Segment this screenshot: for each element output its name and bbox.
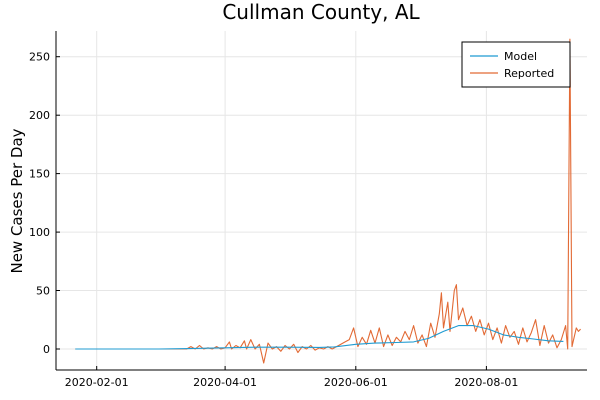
series-layer (75, 38, 581, 364)
legend-box (461, 41, 571, 88)
y-tick-label: 150 (29, 168, 50, 181)
x-tick-label: 2020-02-01 (65, 376, 129, 389)
legend: Model Reported (461, 41, 571, 88)
series-line-model (75, 325, 564, 350)
series-line-reported (75, 38, 581, 364)
y-tick-label: 200 (29, 109, 50, 122)
chart-title: Cullman County, AL (222, 0, 420, 24)
y-axis-label: New Cases Per Day (8, 128, 26, 273)
y-tick-label: 0 (43, 343, 50, 356)
y-tick-label: 50 (36, 285, 50, 298)
y-tick-label: 100 (29, 226, 50, 239)
axes: 2020-02-01 2020-04-01 2020-06-01 2020-08-01… (29, 31, 587, 389)
legend-label: Reported (504, 67, 554, 80)
legend-label: Model (504, 50, 537, 63)
x-tick-label: 2020-04-01 (193, 376, 257, 389)
y-tick-label: 250 (29, 51, 50, 64)
x-tick-label: 2020-08-01 (454, 376, 518, 389)
x-tick-label: 2020-06-01 (324, 376, 388, 389)
